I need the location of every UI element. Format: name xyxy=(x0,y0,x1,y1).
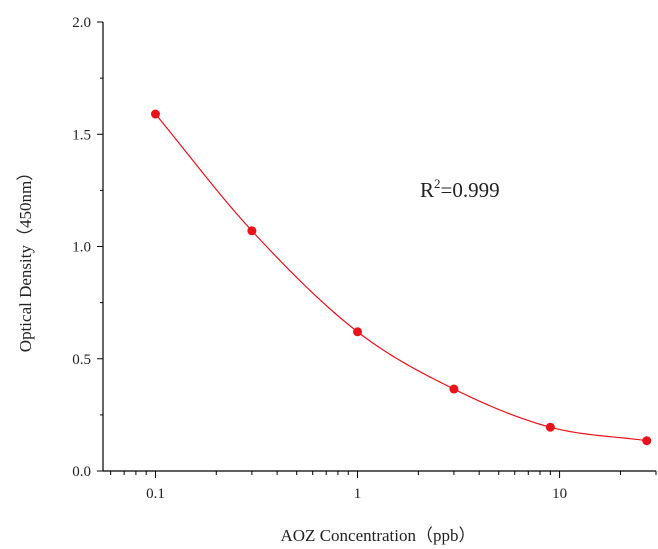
y-axis-ticks: 0.0 0.5 1.0 1.5 2.0 xyxy=(72,15,103,480)
data-point xyxy=(642,436,652,446)
data-point xyxy=(545,422,555,432)
x-axis-ticks: 0.1 1 10 xyxy=(110,471,657,502)
axes xyxy=(102,22,656,472)
x-tick-label: 1 xyxy=(354,486,362,502)
x-tick-label: 0.1 xyxy=(146,486,165,502)
y-tick-label: 0.5 xyxy=(72,352,91,368)
data-points xyxy=(150,109,652,446)
r-squared-annotation: R2=0.999 xyxy=(420,176,500,202)
x-tick-label: 10 xyxy=(552,486,567,502)
y-tick-label: 2.0 xyxy=(72,15,91,31)
r-squared-superscript: 2 xyxy=(434,176,441,191)
data-point xyxy=(449,384,459,394)
y-tick-label: 1.0 xyxy=(72,240,91,256)
fit-curve xyxy=(154,113,647,442)
x-axis-title: AOZ Concentration（ppb） xyxy=(281,526,476,545)
data-point xyxy=(353,327,363,337)
y-tick-label: 1.5 xyxy=(72,127,91,143)
data-point xyxy=(247,226,257,236)
y-tick-label: 0.0 xyxy=(72,464,91,480)
r-squared-value: =0.999 xyxy=(441,178,500,202)
data-point xyxy=(150,109,160,119)
y-axis-title: Optical Density（450nm） xyxy=(16,164,35,352)
r-squared-base: R xyxy=(420,178,434,202)
